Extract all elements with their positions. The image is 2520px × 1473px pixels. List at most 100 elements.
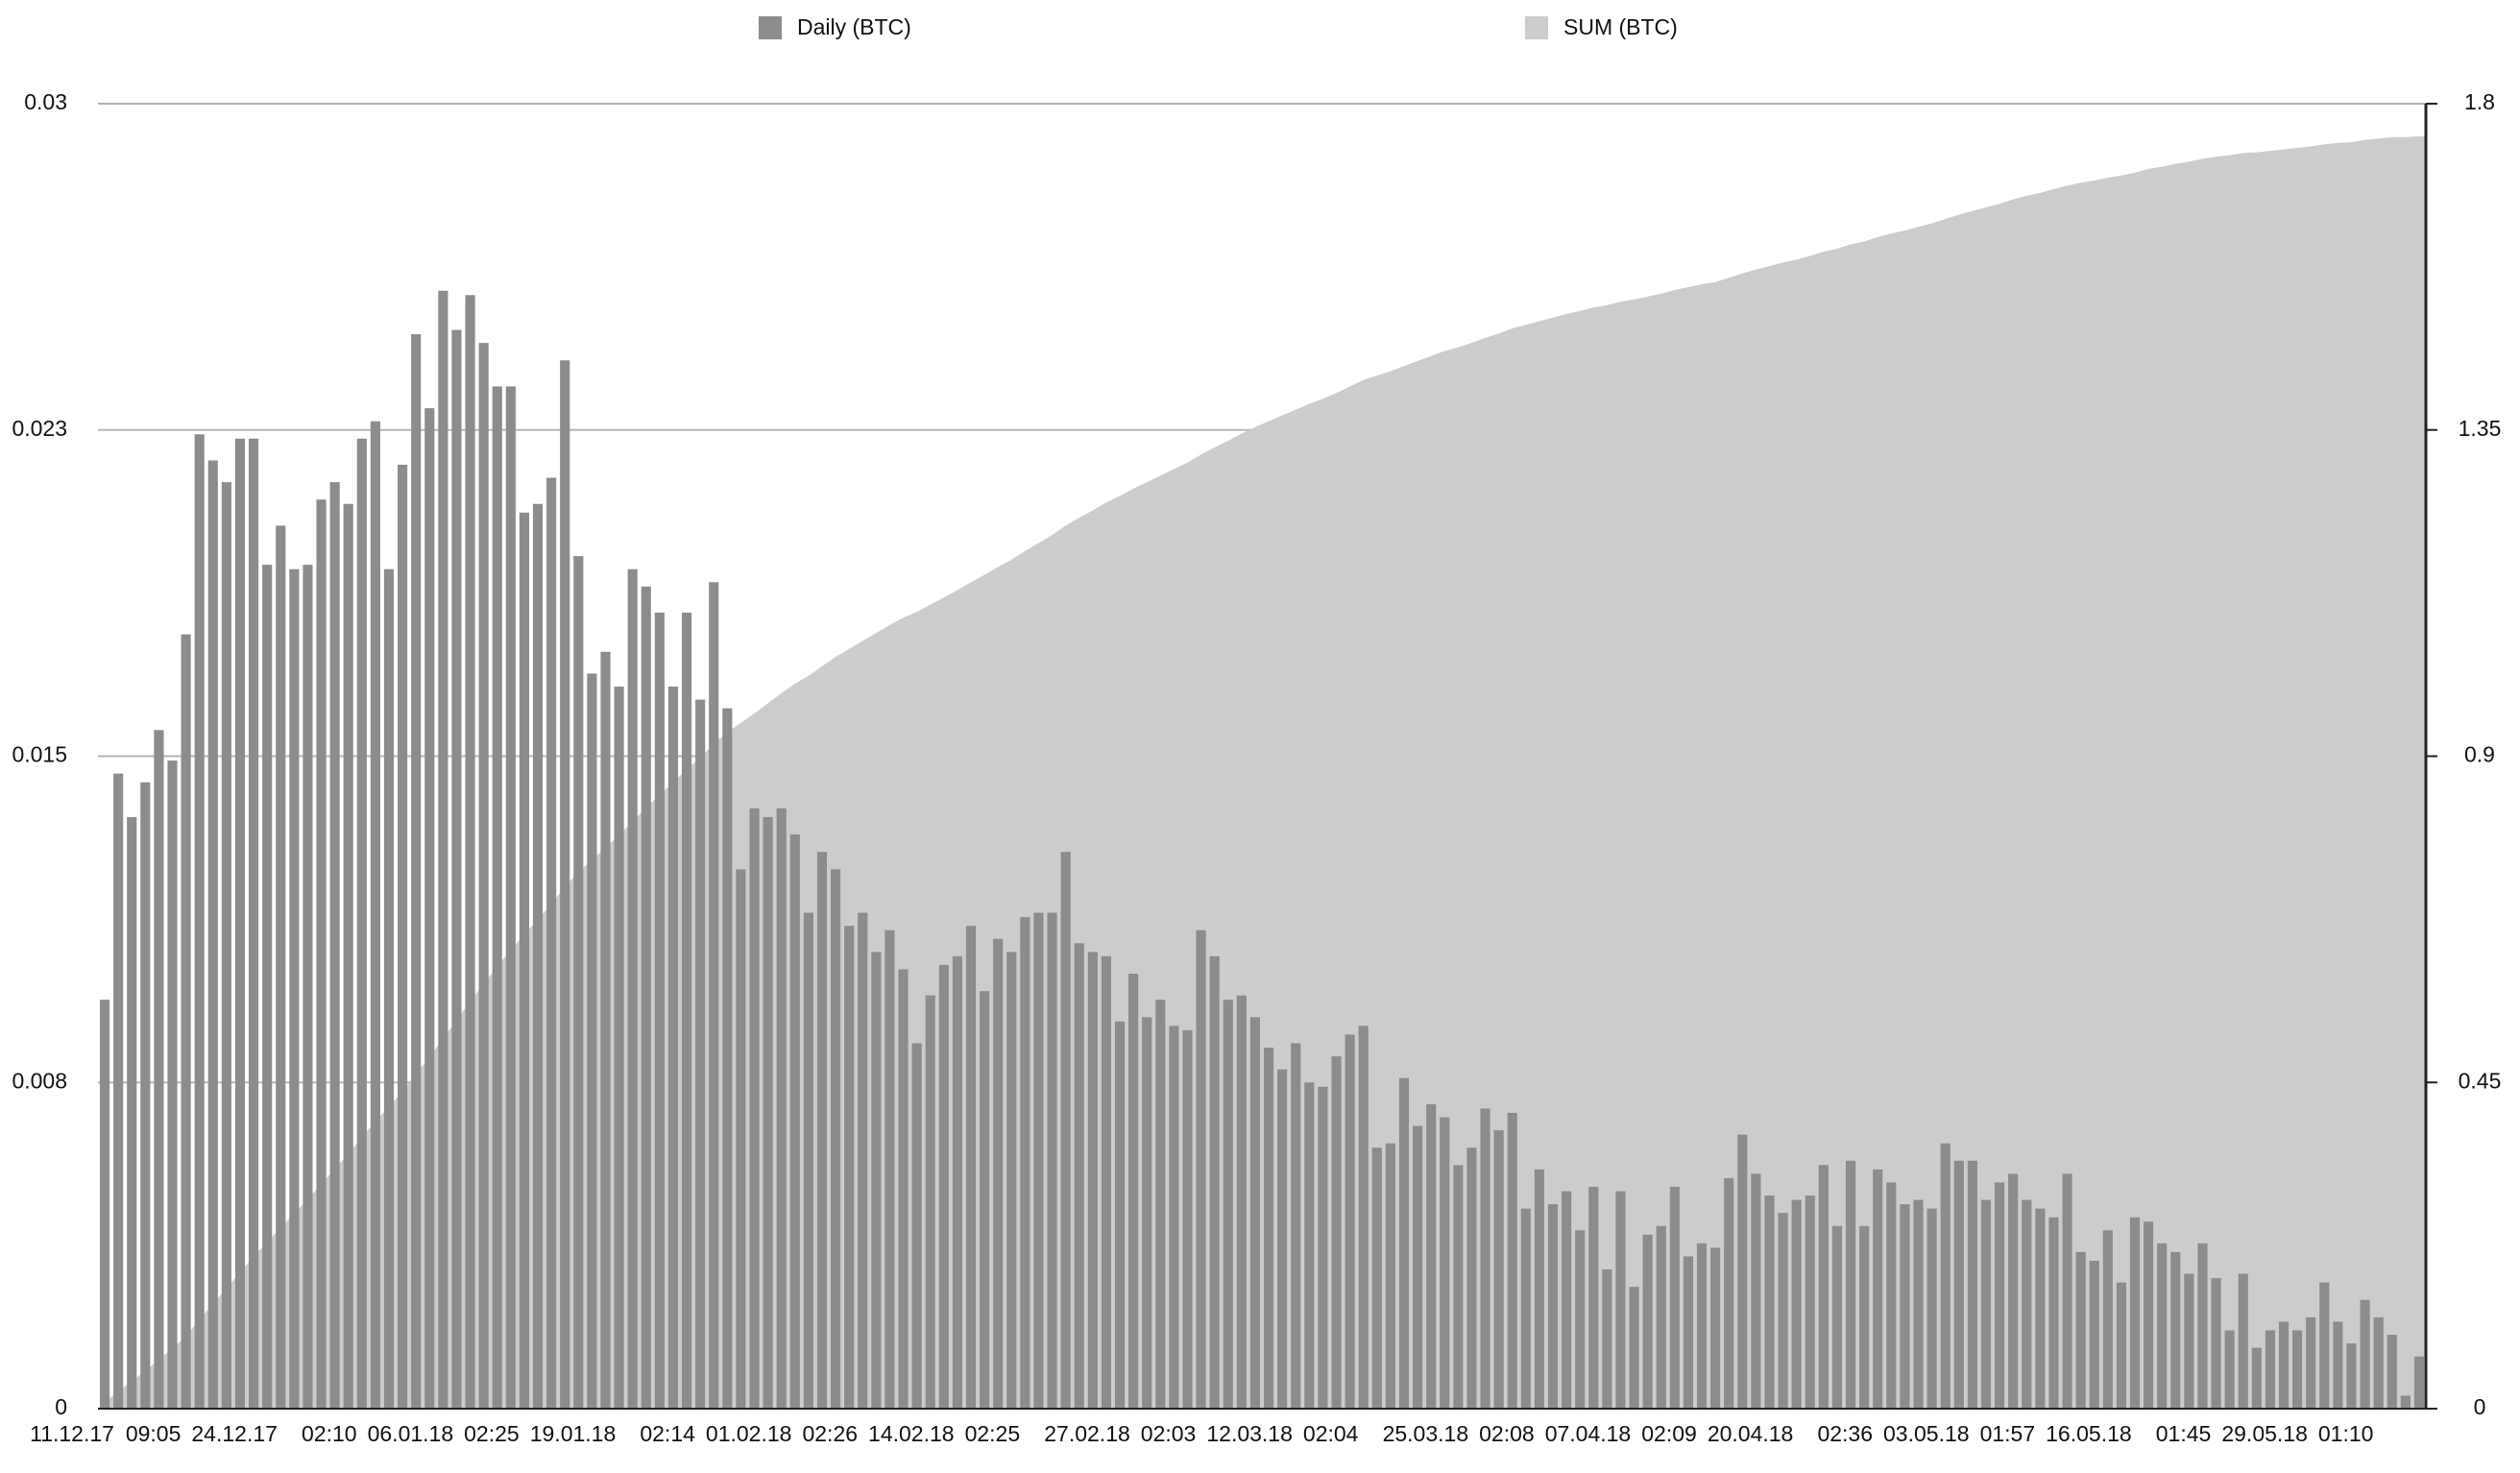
y-tick-label: 0: [55, 1394, 67, 1419]
x-tick-label: 02:25: [965, 1421, 1021, 1446]
bar: [276, 525, 286, 1409]
bar: [980, 991, 990, 1409]
bar: [1006, 952, 1017, 1409]
bar: [546, 477, 557, 1410]
bar: [2062, 1173, 2072, 1409]
bar: [1371, 1147, 1382, 1409]
y2-tick-label: 1.8: [2464, 89, 2495, 114]
bar: [1480, 1108, 1490, 1409]
x-tick-label: 01:45: [2156, 1421, 2212, 1446]
bar: [627, 568, 638, 1409]
bar: [1033, 912, 1044, 1409]
bar: [1493, 1130, 1504, 1409]
x-tick-label: 27.02.18: [1044, 1421, 1130, 1446]
bar: [709, 582, 719, 1409]
bar: [2387, 1334, 2397, 1409]
y-tick-label: 0.03: [24, 89, 67, 114]
bar: [2157, 1243, 2168, 1409]
bar: [952, 955, 962, 1409]
bar: [1778, 1213, 1788, 1409]
bar: [113, 773, 124, 1409]
bar: [938, 964, 949, 1409]
bar: [2035, 1208, 2046, 1409]
x-tick-label: 02:10: [302, 1421, 357, 1446]
bar: [2144, 1221, 2154, 1409]
bar: [356, 438, 367, 1409]
x-tick-label: 16.05.18: [2046, 1421, 2132, 1446]
bar: [1196, 930, 1206, 1409]
bar: [1263, 1048, 1274, 1409]
bar: [221, 482, 231, 1409]
bar: [2224, 1330, 2235, 1409]
bar: [667, 687, 679, 1409]
bar: [438, 290, 448, 1409]
bar: [587, 673, 597, 1409]
bar: [411, 334, 422, 1410]
bar: [749, 808, 760, 1409]
bar: [167, 761, 178, 1409]
bar: [1385, 1143, 1395, 1409]
bar: [1277, 1069, 1288, 1409]
bar: [207, 460, 218, 1410]
bar: [154, 730, 164, 1409]
bar: [1575, 1230, 1586, 1409]
bar: [1873, 1169, 1883, 1409]
bar: [1845, 1160, 1856, 1409]
bar: [2265, 1330, 2276, 1409]
bar: [2306, 1316, 2316, 1409]
bar: [1074, 943, 1084, 1409]
bar: [1926, 1208, 1937, 1409]
bar: [1128, 974, 1139, 1409]
bar: [1831, 1225, 1843, 1409]
bar: [1642, 1234, 1653, 1409]
legend-label: SUM (BTC): [1563, 14, 1678, 39]
bar: [614, 687, 624, 1409]
bar: [465, 295, 475, 1409]
legend-label: Daily (BTC): [797, 14, 911, 39]
x-tick-label: 14.02.18: [868, 1421, 955, 1446]
bar: [329, 482, 340, 1409]
bar: [1209, 955, 1220, 1409]
legend-swatch: [759, 16, 782, 39]
bar: [2008, 1173, 2019, 1409]
bar: [1101, 955, 1112, 1409]
bar: [654, 613, 665, 1409]
bar: [181, 634, 191, 1409]
bar: [262, 565, 273, 1409]
bar: [2102, 1230, 2113, 1409]
bar: [1236, 995, 1247, 1409]
bar: [1859, 1225, 1870, 1409]
bar: [871, 952, 882, 1409]
x-tick-label: 25.03.18: [1383, 1421, 1469, 1446]
bar: [2089, 1260, 2099, 1409]
bar: [898, 969, 909, 1409]
bar: [2116, 1282, 2126, 1409]
bar: [1751, 1173, 1761, 1409]
bar: [816, 852, 828, 1409]
bar: [248, 438, 259, 1409]
bar: [2400, 1395, 2411, 1409]
y2-tick-label: 0.45: [2459, 1068, 2502, 1093]
bar: [884, 930, 895, 1409]
x-tick-label: 19.01.18: [530, 1421, 617, 1446]
x-tick-label: 01:10: [2318, 1421, 2374, 1446]
x-tick-label: 12.03.18: [1206, 1421, 1293, 1446]
bar: [993, 938, 1004, 1409]
bar: [424, 408, 435, 1410]
x-tick-label: 29.05.18: [2221, 1421, 2308, 1446]
bar: [1020, 917, 1030, 1409]
bar: [2170, 1251, 2181, 1409]
bar: [2333, 1321, 2343, 1409]
bar: [343, 503, 353, 1409]
bar: [1155, 1000, 1166, 1409]
bar: [1440, 1117, 1450, 1409]
x-tick-label: 01.02.18: [706, 1421, 792, 1446]
bar: [370, 421, 380, 1410]
bar: [2346, 1343, 2357, 1409]
bar: [1249, 1017, 1261, 1409]
bar: [736, 869, 746, 1409]
bar: [1683, 1256, 1694, 1409]
bar: [1710, 1247, 1721, 1409]
x-tick-label: 11.12.17: [30, 1421, 114, 1446]
